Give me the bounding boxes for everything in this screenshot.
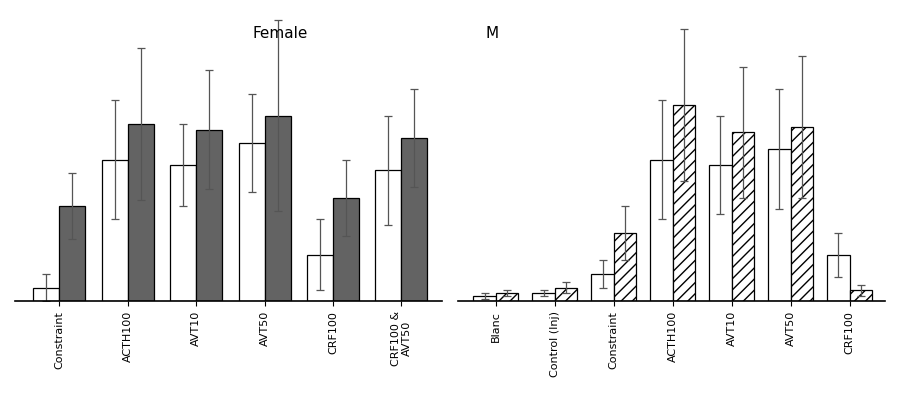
Bar [265, 116, 291, 301]
Bar [850, 290, 872, 301]
Bar [375, 170, 401, 301]
Text: Female: Female [252, 26, 308, 41]
Bar [333, 198, 359, 301]
Bar [102, 160, 128, 301]
Text: M: M [485, 26, 499, 41]
Bar [307, 255, 333, 301]
Bar [791, 127, 813, 301]
Bar [473, 296, 496, 301]
Bar [496, 293, 518, 301]
Bar [651, 160, 672, 301]
Bar [128, 124, 154, 301]
Bar [238, 143, 265, 301]
Bar [59, 206, 86, 301]
Bar [196, 130, 222, 301]
Bar [732, 132, 754, 301]
Bar [769, 148, 791, 301]
Bar [591, 274, 614, 301]
Bar [672, 105, 695, 301]
Bar [533, 293, 554, 301]
Bar [401, 138, 428, 301]
Bar [554, 288, 577, 301]
Bar [170, 165, 196, 301]
Bar [33, 288, 59, 301]
Bar [709, 165, 732, 301]
Bar [614, 233, 636, 301]
Bar [827, 255, 850, 301]
